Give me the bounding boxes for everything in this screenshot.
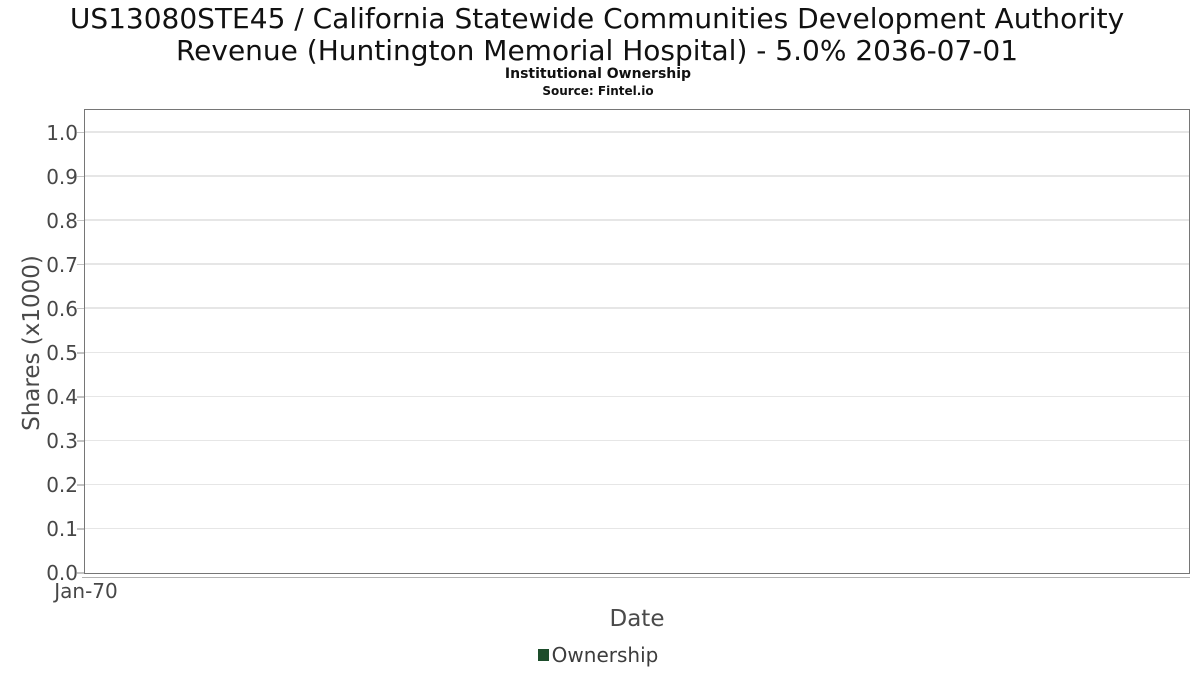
y-tick-label: 0.2 — [46, 472, 78, 497]
y-tick-mark — [77, 440, 84, 442]
plot-area — [84, 109, 1190, 574]
y-tick-mark — [77, 352, 84, 354]
y-tick-mark — [77, 396, 84, 398]
gridline — [85, 395, 1189, 398]
chart-subtitle: Institutional Ownership — [504, 66, 692, 82]
chart-source: Source: Fintel.io — [542, 84, 654, 98]
y-tick-mark — [77, 307, 84, 310]
x-tick-label: Jan-70 — [54, 579, 118, 603]
y-tick-label: 0.4 — [46, 384, 78, 409]
legend: Ownership — [448, 643, 748, 667]
y-tick-label: 0.1 — [46, 516, 78, 541]
y-tick-label: 0.7 — [46, 252, 78, 277]
gridline — [85, 131, 1189, 133]
gridline — [85, 263, 1189, 265]
y-tick-label: 0.5 — [46, 340, 78, 365]
y-tick-label: 0.9 — [46, 164, 78, 189]
gridline — [85, 219, 1189, 221]
gridline — [85, 307, 1189, 309]
y-tick-label: 0.3 — [46, 428, 78, 453]
y-tick-label: 0.0 — [46, 561, 78, 585]
y-tick-label: 0.8 — [46, 208, 78, 233]
gridline — [85, 527, 1189, 530]
legend-marker-square — [537, 649, 549, 661]
gridline — [85, 483, 1189, 486]
y-tick-mark — [77, 131, 84, 134]
y-tick-mark — [77, 219, 84, 222]
y-tick-mark — [77, 528, 84, 530]
y-tick-label: 0.6 — [46, 296, 78, 321]
chart-title: US13080STE45 / California Statewide Comm… — [69, 2, 1125, 67]
y-axis-tick-marks — [0, 0, 85, 675]
y-tick-label: 1.0 — [46, 120, 78, 145]
gridline — [85, 351, 1189, 353]
y-tick-mark — [77, 572, 84, 574]
y-tick-mark — [77, 175, 84, 178]
legend-label: Ownership — [551, 643, 659, 667]
y-tick-mark — [77, 263, 84, 266]
gridline — [85, 175, 1189, 177]
x-axis-label: Date — [609, 606, 665, 632]
gridline — [85, 439, 1189, 442]
gridlines — [85, 110, 1189, 573]
x-axis-line — [82, 576, 1190, 578]
y-tick-mark — [77, 484, 84, 486]
y-axis-tick-labels: 0.0 0.1 0.2 0.3 0.4 0.5 0.6 0.7 0.8 0.9 1.0 — [0, 0, 78, 675]
